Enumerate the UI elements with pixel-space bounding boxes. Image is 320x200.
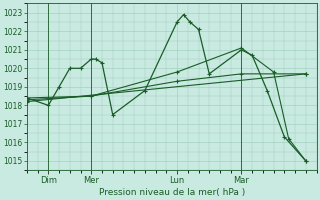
X-axis label: Pression niveau de la mer( hPa ): Pression niveau de la mer( hPa ) — [99, 188, 245, 197]
